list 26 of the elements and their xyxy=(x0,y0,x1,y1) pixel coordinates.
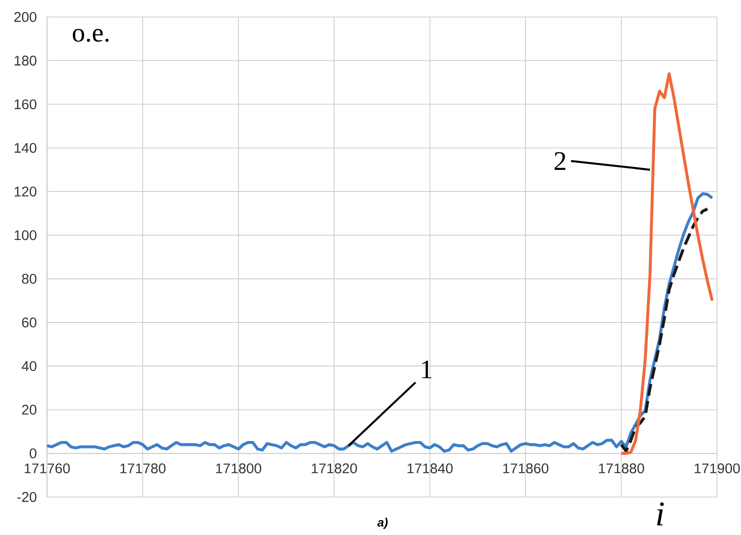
x-tick-label: 171800 xyxy=(216,463,262,474)
x-axis-title: i xyxy=(657,502,664,526)
y-axis-title: o.e. xyxy=(72,28,109,42)
x-tick-label: 171820 xyxy=(312,463,357,474)
text: a) xyxy=(377,518,388,529)
y-tick-label: 180 xyxy=(14,56,36,66)
text: 2 xyxy=(554,152,566,170)
x-tick-label: 171860 xyxy=(503,463,548,474)
y-tick-label: 200 xyxy=(14,12,36,22)
y-tick-label: 160 xyxy=(14,99,36,110)
y-tick-label: 140 xyxy=(14,142,36,153)
x-tick-label: 171880 xyxy=(599,463,644,474)
y-tick-label: 40 xyxy=(22,361,36,372)
x-tick-label: 171780 xyxy=(120,463,166,474)
y-tick-label: 100 xyxy=(14,230,36,240)
y-tick-label: 80 xyxy=(22,274,36,284)
line-series xyxy=(620,72,714,455)
text: 1 xyxy=(422,360,432,378)
y-tick-label: 0 xyxy=(30,448,36,458)
y-tick-label: 120 xyxy=(14,186,36,197)
x-tick-label: 171900 xyxy=(694,463,740,474)
x-tick-label: 171840 xyxy=(408,463,453,474)
x-tick-label: 171760 xyxy=(24,463,70,474)
y-tick-label: -20 xyxy=(17,492,36,502)
y-tick-label: 20 xyxy=(22,404,36,415)
y-tick-label: 60 xyxy=(22,318,36,328)
